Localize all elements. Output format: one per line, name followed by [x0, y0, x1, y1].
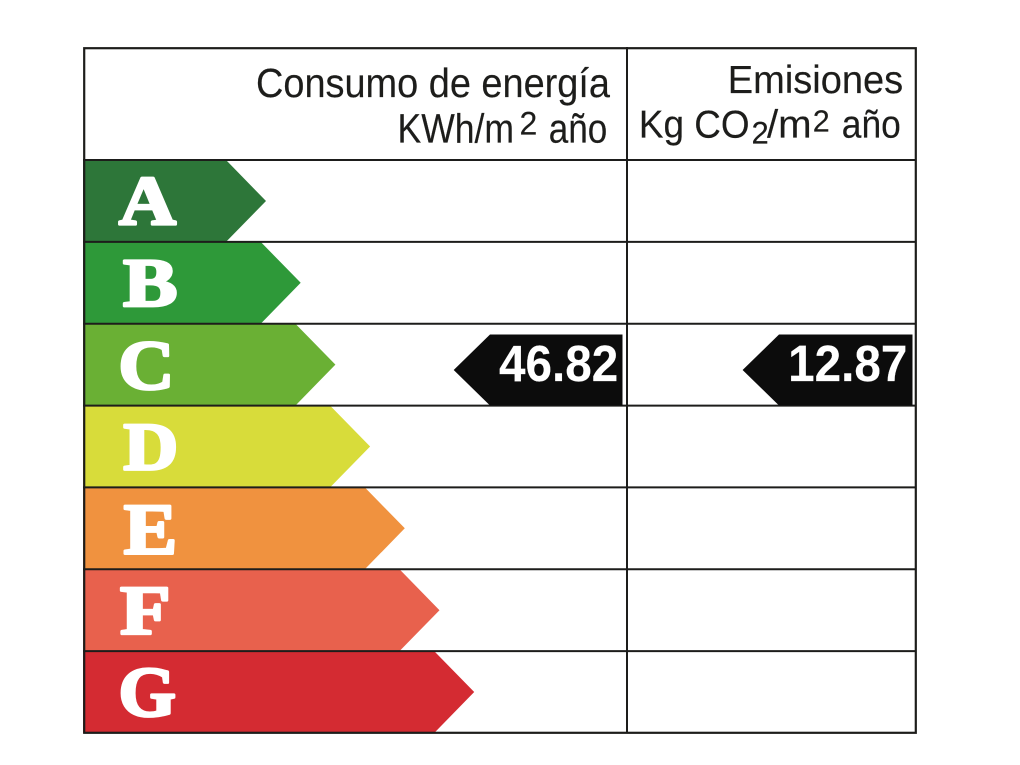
svg-text:Emisiones: Emisiones: [728, 59, 903, 102]
svg-text:2: 2: [520, 106, 538, 142]
svg-text:2: 2: [751, 115, 768, 150]
svg-text:/m: /m: [767, 104, 812, 147]
svg-text:C: C: [118, 326, 174, 404]
svg-text:2: 2: [813, 105, 830, 139]
svg-text:Consumo de energía: Consumo de energía: [256, 60, 610, 106]
svg-text:año: año: [549, 106, 607, 152]
svg-text:KWh/m: KWh/m: [397, 106, 514, 152]
svg-text:12.87: 12.87: [788, 335, 907, 392]
svg-text:F: F: [120, 572, 170, 648]
svg-text:G: G: [118, 653, 175, 731]
svg-text:A: A: [119, 163, 176, 241]
svg-text:46.82: 46.82: [499, 335, 618, 392]
svg-text:E: E: [124, 490, 177, 569]
svg-text:D: D: [123, 409, 178, 485]
svg-text:B: B: [123, 245, 177, 321]
svg-text:Kg CO: Kg CO: [639, 104, 750, 147]
svg-text:año: año: [842, 104, 901, 147]
